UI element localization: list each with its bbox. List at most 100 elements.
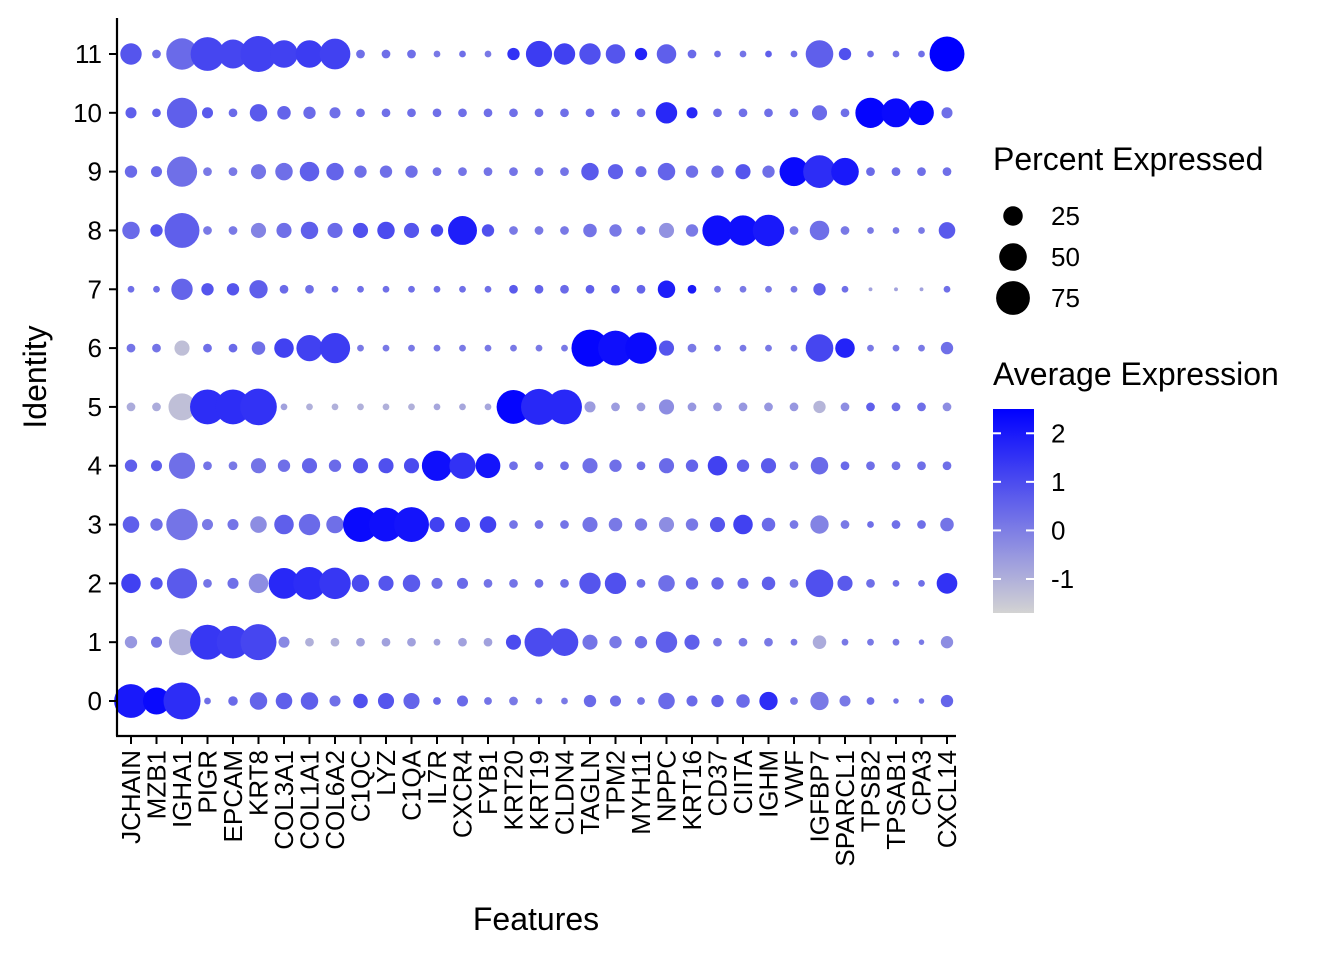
- size-legend-dot: [996, 281, 1030, 315]
- dot-col3a1-identity-1: [278, 636, 290, 648]
- dot-tpsab1-identity-0: [893, 698, 899, 704]
- dot-il7r-identity-0: [433, 697, 441, 705]
- dot-c1qc-identity-7: [357, 285, 364, 293]
- dot-tpsb2-identity-1: [867, 638, 874, 646]
- dot-c1qa-identity-11: [407, 49, 416, 59]
- dot-pigr-identity-10: [201, 107, 214, 119]
- dot-c1qc-identity-9: [354, 165, 367, 178]
- dot-igfbp7-identity-5: [813, 400, 826, 414]
- dot-nppc-identity-9: [657, 162, 676, 181]
- dot-krt19-identity-5: [521, 388, 557, 425]
- dot-col6a2-identity-4: [328, 459, 342, 472]
- colorbar-tick-label: -1: [1051, 564, 1074, 594]
- dot-pigr-identity-8: [203, 226, 212, 235]
- x-tick-label: TAGLN: [575, 750, 605, 835]
- dot-nppc-identity-2: [658, 575, 675, 592]
- y-tick-label: 9: [88, 157, 102, 187]
- dot-cpa3-identity-2: [918, 579, 925, 587]
- dot-cpa3-identity-10: [909, 100, 934, 126]
- dot-sparcl1-identity-2: [837, 575, 853, 591]
- dot-cxcl14-identity-7: [943, 285, 951, 293]
- dot-tpsb2-identity-10: [855, 97, 886, 128]
- dot-myh11-identity-0: [637, 697, 645, 705]
- dot-tpsab1-identity-1: [892, 638, 900, 646]
- y-tick-label: 0: [88, 686, 102, 716]
- y-tick-label: 7: [88, 274, 102, 304]
- dot-col1a1-identity-4: [301, 458, 318, 474]
- dot-tpm2-identity-10: [611, 108, 620, 118]
- dot-ciita-identity-5: [738, 402, 748, 412]
- x-tick-label: IGHM: [754, 750, 784, 818]
- x-tick-label: IL7R: [422, 750, 452, 805]
- dot-col3a1-identity-7: [279, 284, 289, 294]
- dot-myh11-identity-2: [636, 578, 646, 588]
- x-tick-label: TPSAB1: [881, 750, 911, 850]
- x-axis-title: Features: [473, 901, 599, 937]
- dot-cxcr4-identity-10: [458, 108, 467, 118]
- colorbar-tick-label: 0: [1051, 515, 1065, 545]
- dot-myh11-identity-3: [634, 518, 648, 531]
- dot-cldn4-identity-8: [560, 226, 569, 235]
- dot-il7r-identity-3: [429, 516, 445, 533]
- dot-sparcl1-identity-7: [841, 285, 849, 293]
- dot-col6a2-identity-5: [331, 403, 339, 411]
- dot-c1qa-identity-1: [407, 637, 416, 647]
- dot-c1qc-identity-8: [352, 222, 369, 239]
- dot-cd37-identity-9: [711, 165, 724, 178]
- dot-cldn4-identity-9: [560, 167, 569, 177]
- dot-krt19-identity-9: [534, 167, 544, 177]
- dot-cpa3-identity-7: [919, 287, 924, 292]
- x-tick-label: PIGR: [193, 750, 223, 814]
- dot-myh11-identity-7: [636, 284, 646, 294]
- dot-cxcl14-identity-9: [942, 167, 952, 177]
- dot-krt20-identity-0: [509, 696, 518, 706]
- dot-fyb1-identity-5: [484, 403, 492, 411]
- dot-lyz-identity-4: [378, 458, 394, 474]
- dot-tpm2-identity-3: [608, 517, 623, 532]
- x-tick-label: KRT19: [524, 750, 554, 830]
- dot-lyz-identity-5: [382, 403, 390, 411]
- dot-epcam-identity-11: [218, 39, 248, 69]
- dot-ciita-identity-4: [736, 459, 750, 472]
- y-tick-label: 11: [75, 39, 102, 69]
- dot-pigr-identity-4: [203, 461, 212, 471]
- dot-krt8-identity-4: [250, 458, 267, 474]
- dot-epcam-identity-4: [228, 461, 238, 471]
- dot-krt20-identity-1: [505, 634, 522, 650]
- dot-ciita-identity-3: [733, 514, 753, 535]
- dot-nppc-identity-6: [658, 340, 675, 356]
- dot-col6a2-identity-1: [330, 637, 340, 647]
- dot-ciita-identity-7: [739, 285, 747, 293]
- dot-col3a1-identity-0: [275, 692, 293, 710]
- size-legend-dot: [1003, 206, 1023, 226]
- x-tick-label: MYH11: [626, 750, 656, 835]
- dot-c1qa-identity-4: [403, 458, 420, 474]
- dot-igha1-identity-9: [166, 156, 198, 187]
- dot-col1a1-identity-9: [299, 161, 320, 182]
- dot-tpm2-identity-5: [611, 402, 620, 412]
- dot-igha1-identity-5: [168, 393, 196, 421]
- dot-col6a2-identity-0: [329, 695, 341, 707]
- x-tick-label: CXCL14: [932, 750, 962, 848]
- dot-cpa3-identity-1: [918, 639, 925, 645]
- dot-cxcl14-identity-1: [940, 636, 954, 649]
- dot-fyb1-identity-1: [483, 637, 493, 647]
- x-tick-label: COL6A2: [320, 750, 350, 850]
- dot-igfbp7-identity-9: [803, 155, 836, 188]
- dot-tagln-identity-2: [579, 572, 601, 595]
- x-tick-label: COL1A1: [295, 750, 325, 850]
- dot-pigr-identity-0: [204, 697, 211, 705]
- dot-jchain-identity-8: [122, 221, 140, 240]
- dot-ciita-identity-6: [739, 344, 747, 352]
- dot-krt16-identity-10: [686, 107, 698, 119]
- size-legend-dot: [999, 243, 1027, 271]
- dot-vwf-identity-6: [790, 344, 798, 352]
- dot-krt16-identity-4: [685, 459, 699, 472]
- x-tick-label: MZB1: [142, 750, 172, 819]
- dot-fyb1-identity-6: [484, 344, 492, 352]
- dot-krt20-identity-4: [509, 461, 518, 471]
- x-tick-label: CD37: [703, 750, 733, 816]
- dot-epcam-identity-0: [228, 696, 238, 706]
- dot-nppc-identity-7: [657, 280, 676, 299]
